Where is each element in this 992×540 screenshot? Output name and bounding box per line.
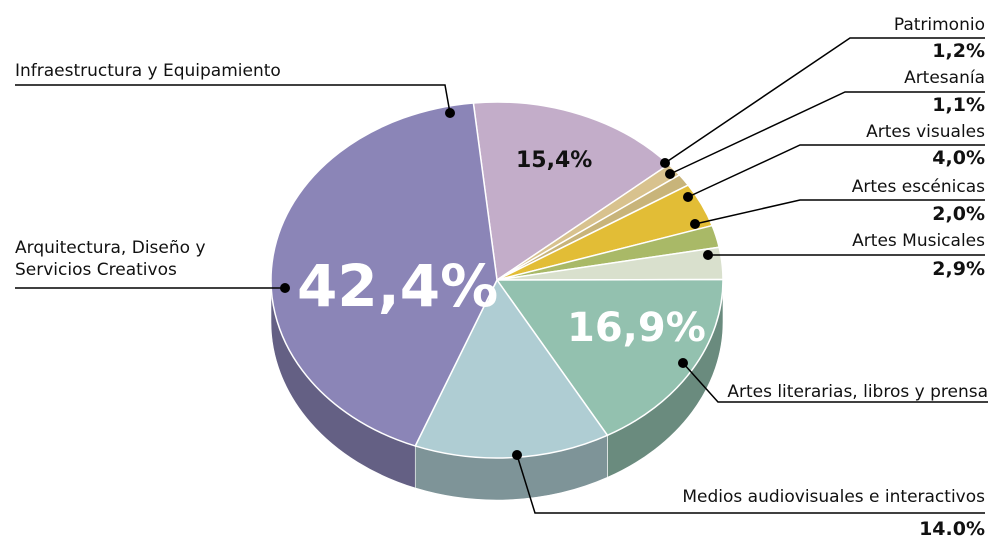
value-label: 16,9% (567, 305, 706, 351)
category-label: Artes Musicales (852, 231, 985, 251)
leader-dot (512, 450, 522, 460)
category-label: Artesanía (904, 68, 985, 88)
category-label: Patrimonio (893, 15, 985, 35)
leader-line (664, 37, 985, 164)
leader-line (687, 144, 985, 198)
leader-dot (665, 169, 675, 179)
leader-line (15, 84, 451, 114)
category-label: Medios audiovisuales e interactivos (682, 487, 985, 507)
value-label: 15,4% (516, 148, 593, 173)
slice (472, 101, 671, 282)
slice (270, 102, 498, 447)
leader-dot (690, 219, 700, 229)
leader-line (669, 91, 985, 175)
leader-line (694, 199, 985, 225)
category-label: Artes escénicas (851, 177, 985, 197)
leader-line (682, 362, 988, 403)
leader-dot (703, 250, 713, 260)
category-label: Artes visuales (866, 122, 985, 142)
value-label: 4,0% (932, 147, 985, 169)
value-label: 42,4% (297, 252, 499, 320)
pie-tops (270, 101, 724, 459)
leader-dot (280, 283, 290, 293)
value-label: 2,0% (932, 203, 985, 225)
leader-dot (678, 358, 688, 368)
value-label: 1,2% (932, 40, 985, 62)
leader-lines (15, 37, 988, 514)
leader-dot (660, 158, 670, 168)
category-label: Artes literarias, libros y prensa (727, 382, 988, 402)
value-label: 2,9% (932, 258, 985, 280)
value-label: 1,1% (932, 94, 985, 116)
category-label: Arquitectura, Diseño y Servicios Creativ… (15, 238, 206, 280)
slice (495, 278, 724, 437)
value-label: 14.0% (919, 518, 985, 540)
leader-dot (683, 192, 693, 202)
leader-line (516, 454, 985, 514)
leader-dots (280, 108, 713, 460)
category-label: Infraestructura y Equipamiento (15, 61, 281, 81)
leader-dot (445, 108, 455, 118)
